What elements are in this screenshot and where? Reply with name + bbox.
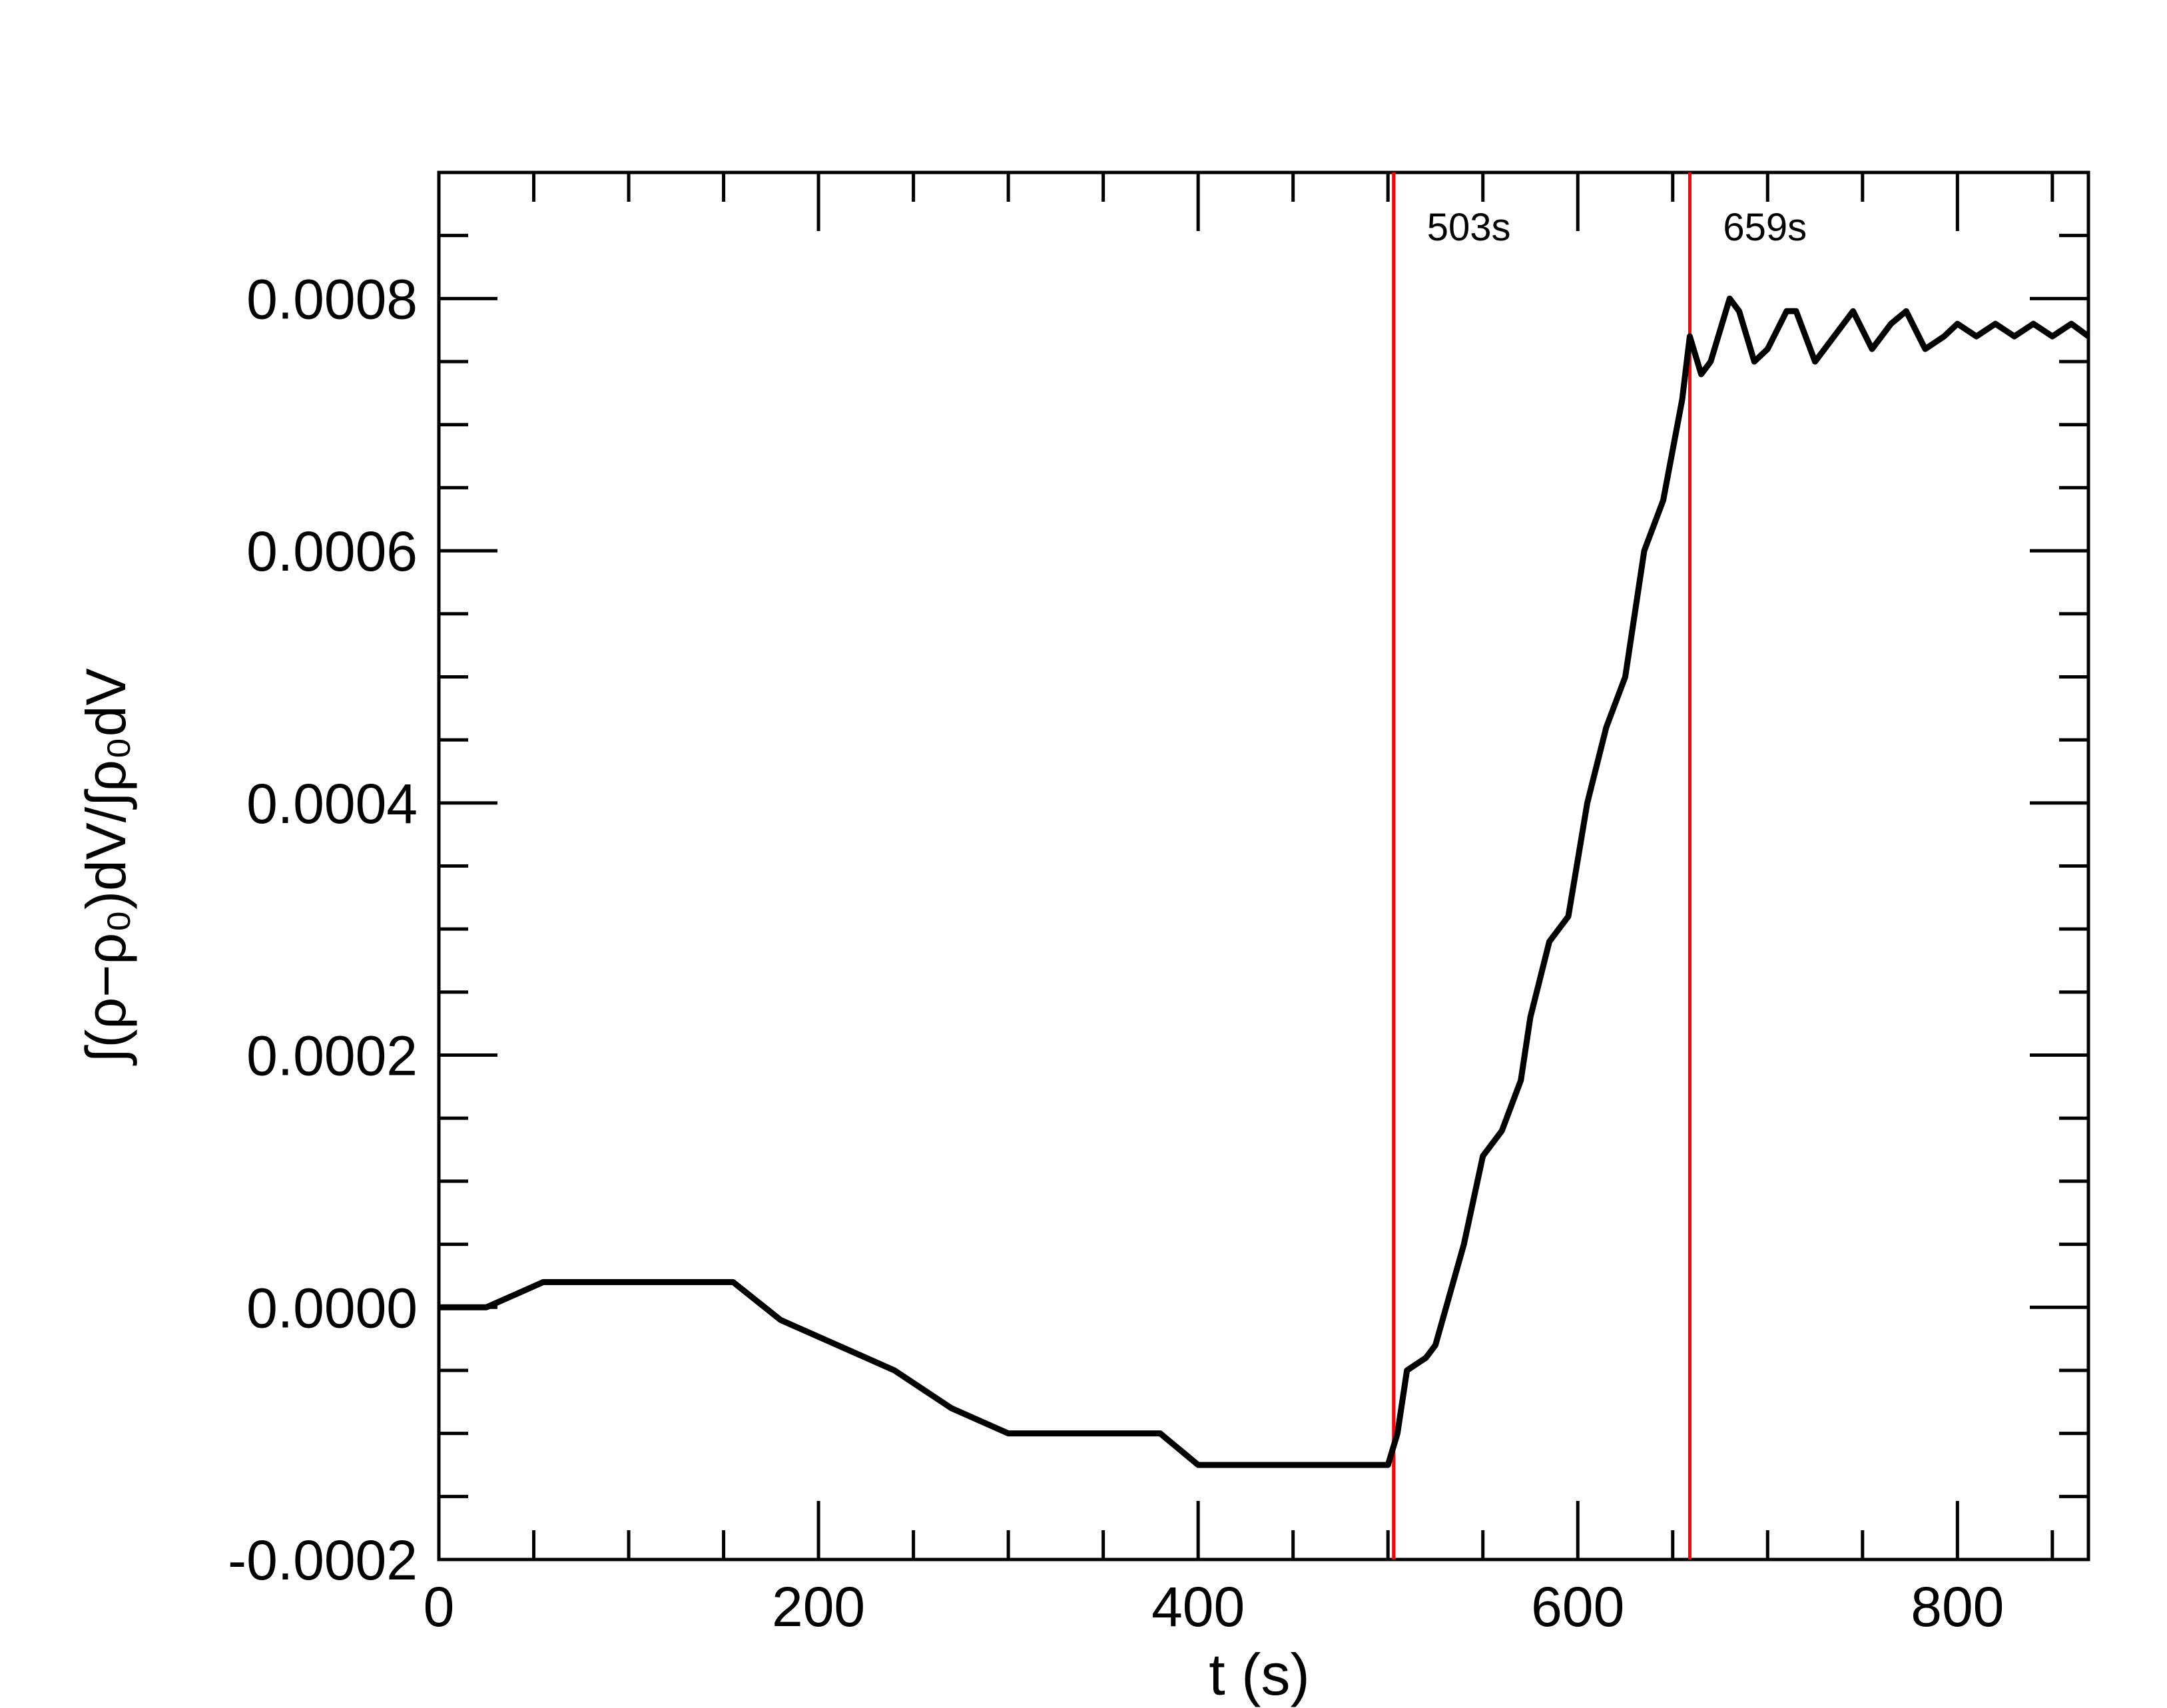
data-line (439, 295, 2090, 1468)
x-tick-label: 200 (772, 1575, 865, 1638)
y-tick-label: 0.0004 (246, 772, 418, 835)
x-tick-label: 0 (424, 1575, 455, 1638)
x-tick-label: 600 (1531, 1575, 1624, 1638)
y-tick-label: 0.0002 (246, 1025, 418, 1087)
event-label: 503s (1427, 206, 1511, 249)
y-tick-label: 0.0008 (246, 268, 418, 330)
y-tick-label: -0.0002 (228, 1529, 418, 1591)
x-axis-label: t (s) (1209, 1641, 1310, 1707)
plot-frame (437, 170, 2090, 1562)
y-tick-label: 0.0000 (246, 1277, 418, 1339)
y-axis-label: ∫(ρ−ρ₀)dV/∫ρ₀dV (75, 669, 137, 1066)
x-tick-label: 800 (1911, 1575, 2004, 1638)
event-label: 659s (1723, 206, 1807, 249)
x-tick-label: 400 (1151, 1575, 1245, 1638)
y-tick-label: 0.0006 (246, 520, 418, 583)
